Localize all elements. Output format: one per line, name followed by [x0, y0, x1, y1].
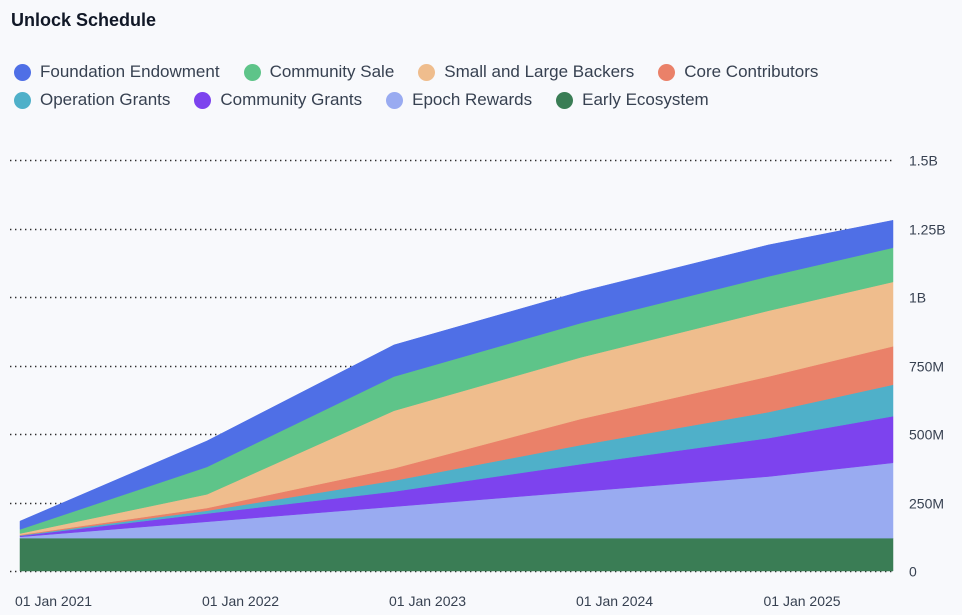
legend-item-operation-grants[interactable]: Operation Grants: [14, 90, 170, 110]
x-tick-label: 01 Jan 2023: [389, 593, 466, 609]
legend-label: Community Grants: [220, 90, 363, 109]
x-tick-label: 01 Jan 2024: [576, 593, 653, 609]
legend-item-core-contributors[interactable]: Core Contributors: [658, 62, 818, 82]
legend: Foundation Endowment Community Sale Smal…: [14, 58, 914, 114]
legend-swatch: [386, 91, 404, 109]
y-tick-label: 500M: [909, 427, 944, 443]
legend-item-community-sale[interactable]: Community Sale: [243, 62, 395, 82]
y-tick-label: 1.25B: [909, 222, 946, 238]
y-tick-label: 1B: [909, 290, 926, 306]
legend-label: Core Contributors: [684, 62, 819, 81]
legend-item-small-and-large-backers[interactable]: Small and Large Backers: [418, 62, 634, 82]
legend-label: Operation Grants: [40, 90, 171, 109]
x-tick-label: 01 Jan 2022: [202, 593, 279, 609]
legend-item-epoch-rewards[interactable]: Epoch Rewards: [386, 90, 532, 110]
x-tick-label: 01 Jan 2025: [764, 593, 841, 609]
legend-swatch: [14, 63, 31, 81]
legend-label: Early Ecosystem: [582, 90, 709, 109]
legend-swatch: [658, 63, 676, 81]
legend-label: Epoch Rewards: [412, 90, 533, 109]
legend-swatch: [556, 91, 574, 109]
area-foundation-endowment: [19, 219, 894, 530]
legend-label: Foundation Endowment: [40, 62, 220, 81]
legend-swatch: [418, 63, 436, 81]
chart-title: Unlock Schedule: [11, 10, 157, 30]
area-early-ecosystem: [19, 537, 894, 572]
y-tick-label: 250M: [909, 496, 944, 512]
legend-swatch: [243, 63, 261, 81]
y-tick-label: 1.5B: [909, 153, 938, 169]
legend-label: Community Sale: [269, 62, 395, 81]
legend-swatch: [194, 91, 212, 109]
legend-row: Foundation Endowment Community Sale Smal…: [14, 58, 914, 86]
legend-item-foundation-endowment[interactable]: Foundation Endowment: [14, 62, 220, 82]
x-tick-label: 01 Jan 2021: [15, 593, 92, 609]
y-tick-label: 750M: [909, 359, 944, 375]
y-tick-label: 0: [909, 564, 917, 580]
legend-swatch: [14, 91, 31, 109]
legend-label: Small and Large Backers: [444, 62, 635, 81]
legend-row: Operation Grants Community Grants Epoch …: [14, 86, 914, 114]
legend-item-community-grants[interactable]: Community Grants: [194, 90, 362, 110]
legend-item-early-ecosystem[interactable]: Early Ecosystem: [556, 90, 709, 110]
